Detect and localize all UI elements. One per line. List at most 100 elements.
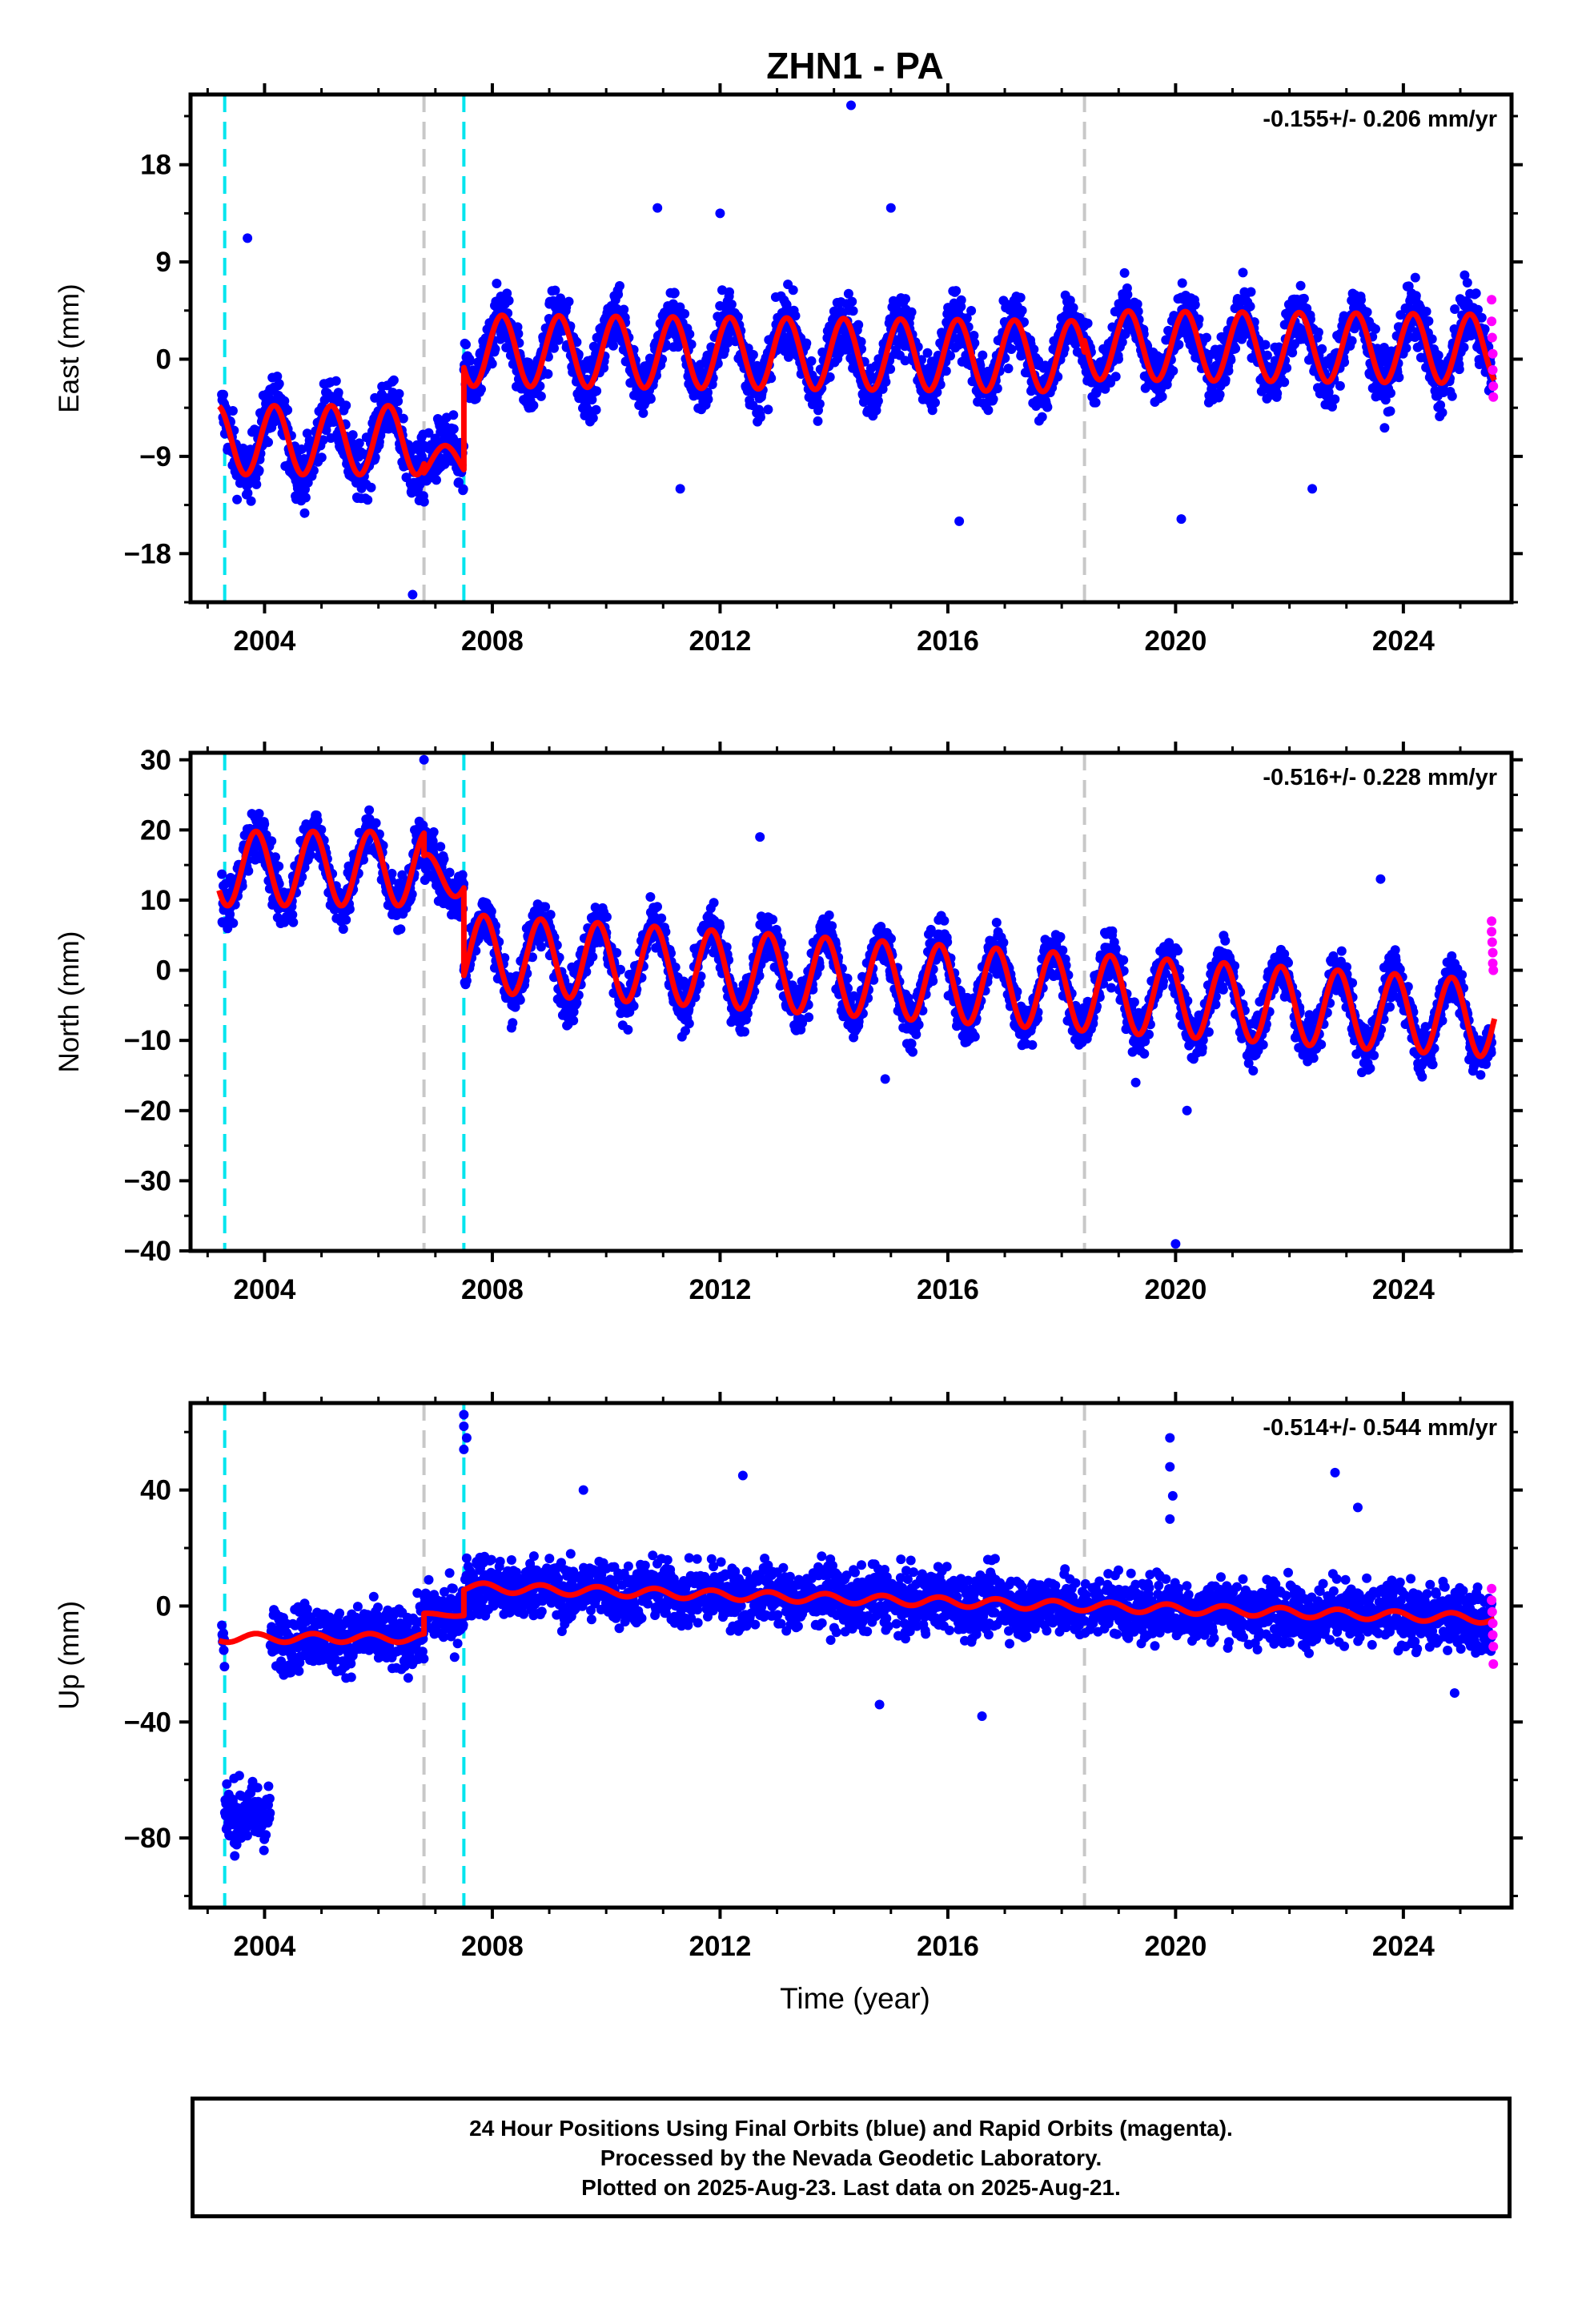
east-point	[686, 340, 697, 349]
east-point	[1068, 303, 1078, 313]
east-point	[487, 359, 497, 369]
north-point	[684, 1019, 694, 1029]
east-point	[608, 340, 618, 351]
north-point	[536, 942, 546, 952]
east-point	[251, 479, 262, 489]
north-point	[243, 866, 254, 876]
east-point	[1295, 280, 1306, 291]
east-point	[755, 412, 765, 422]
east-point	[856, 336, 866, 347]
east-point	[243, 479, 254, 489]
east-rapid-point	[1488, 348, 1498, 359]
north-point	[274, 861, 284, 871]
figure-title: ZHN1 - PA	[766, 45, 944, 86]
east-point	[638, 408, 648, 418]
east-point	[725, 287, 734, 297]
east-point	[394, 388, 404, 399]
east-point	[885, 364, 896, 374]
east-point	[814, 399, 825, 409]
north-point	[508, 1018, 518, 1028]
east-point	[951, 286, 962, 296]
east-ytick-label: −9	[139, 441, 171, 472]
east-point	[1246, 287, 1256, 297]
north-point	[396, 924, 406, 935]
east-point	[243, 488, 253, 498]
east-point	[448, 424, 459, 434]
east-point	[900, 356, 910, 366]
east-point	[1471, 288, 1481, 299]
east-point	[1223, 366, 1234, 376]
east-point	[1317, 344, 1327, 354]
north-point	[628, 1001, 639, 1011]
east-point	[1287, 348, 1298, 358]
east-point	[274, 379, 284, 389]
east-point	[645, 394, 656, 404]
east-point	[613, 289, 624, 300]
east-point	[1262, 350, 1272, 360]
east-point	[299, 508, 310, 518]
east-point	[393, 396, 404, 406]
east-point	[813, 416, 823, 426]
east-point	[932, 387, 942, 397]
north-point	[545, 910, 556, 920]
east-point	[1459, 342, 1469, 352]
north-point	[228, 918, 239, 928]
east-outlier-point	[885, 203, 896, 213]
east-point	[1065, 296, 1075, 306]
east-point	[591, 404, 601, 415]
north-point	[341, 915, 351, 925]
east-point	[587, 395, 597, 405]
east-point	[549, 343, 559, 353]
east-point	[1282, 363, 1292, 373]
east-point	[296, 444, 307, 454]
east-point	[1433, 350, 1443, 360]
east-point	[1245, 301, 1255, 312]
east-rapid-point	[1488, 364, 1498, 375]
east-point	[535, 381, 545, 392]
east-point	[801, 338, 812, 348]
east-rapid-point	[1487, 295, 1497, 305]
east-point	[1053, 372, 1063, 382]
east-point	[1114, 354, 1123, 364]
east-outlier-point	[675, 484, 685, 494]
east-outlier-point	[954, 516, 965, 526]
east-point	[1190, 300, 1200, 310]
east-point	[1174, 340, 1184, 350]
east-point	[1362, 307, 1372, 317]
east-point	[1411, 291, 1421, 301]
east-point	[422, 476, 432, 485]
east-point	[763, 404, 773, 415]
north-point	[768, 915, 778, 925]
east-point	[219, 389, 228, 400]
north-point	[436, 842, 446, 852]
east-point	[1347, 336, 1357, 346]
east-point	[930, 397, 940, 408]
north-point	[645, 892, 656, 902]
east-point	[1231, 344, 1241, 354]
east-point	[502, 288, 512, 299]
east-point	[321, 425, 331, 436]
north-point	[623, 1024, 633, 1035]
east-point	[424, 428, 434, 438]
east-point	[504, 296, 514, 306]
east-point	[246, 496, 256, 506]
north-point	[588, 951, 598, 962]
east-point	[1330, 394, 1340, 404]
east-point	[790, 311, 801, 321]
east-point	[1401, 343, 1411, 353]
east-point	[983, 405, 994, 416]
east-point	[966, 306, 977, 316]
east-point	[363, 495, 373, 505]
east-xtick-label: 2016	[917, 625, 979, 657]
east-point	[1006, 344, 1017, 354]
north-final-orbit-points	[217, 754, 1497, 1249]
east-point	[490, 344, 500, 354]
east-point	[550, 285, 560, 296]
east-point	[1110, 372, 1121, 382]
east-point	[978, 350, 988, 360]
east-point	[956, 295, 966, 305]
east-point	[1090, 397, 1101, 408]
east-point	[1394, 372, 1404, 383]
